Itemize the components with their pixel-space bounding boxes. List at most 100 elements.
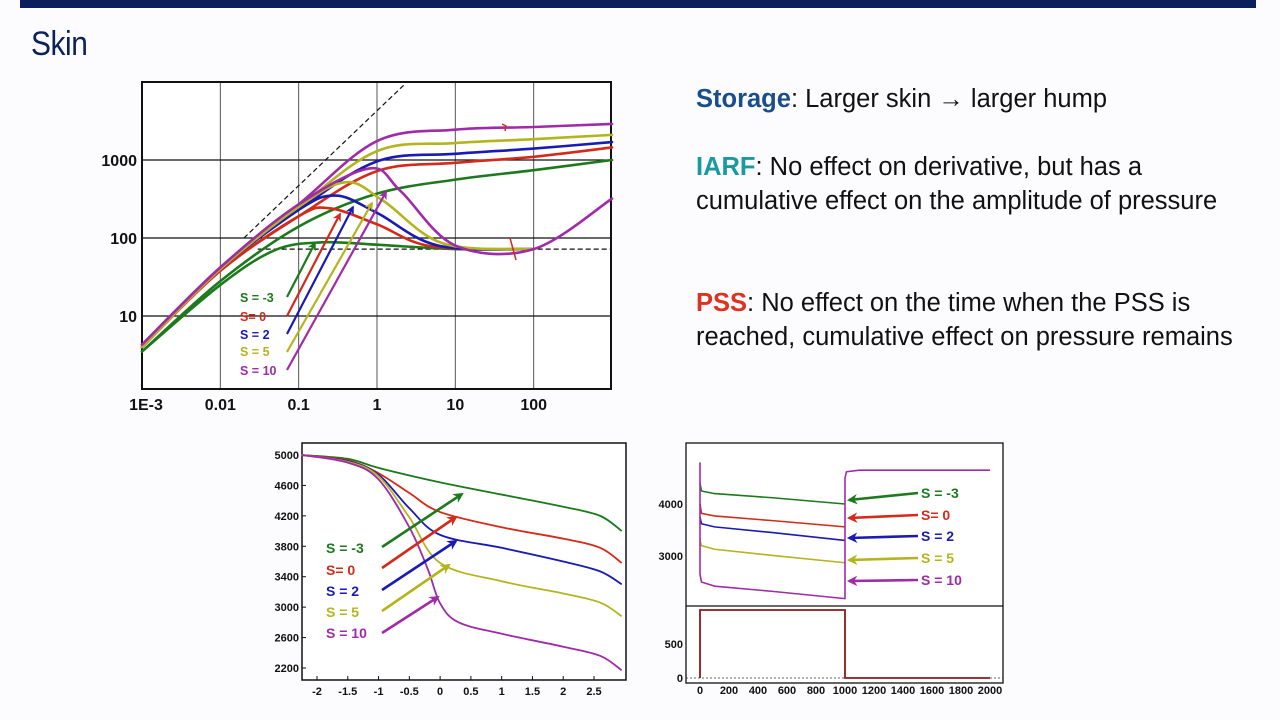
legend-arrow	[846, 491, 919, 505]
y-tick-label: 10	[119, 309, 137, 326]
bullet-pss: PSS: No effect on the time when the PSS …	[696, 286, 1256, 354]
legend-arrow	[846, 554, 919, 565]
legend-label: S = 10	[326, 625, 367, 641]
x-tick-label: 0.1	[288, 397, 310, 414]
semilog-pressure-chart: -2 -1.5 -1 -0.5 0 0.5 1 1.5 2 2.5 5000 4600 4200 3800…	[275, 442, 627, 698]
annotation-mark	[509, 237, 517, 261]
legend-label: S = 10	[240, 364, 277, 378]
pressure-history-curve	[699, 540, 846, 564]
x-tick-label: 1800	[949, 685, 973, 697]
pressure-curve	[301, 454, 623, 618]
y-tick-label: 2600	[275, 633, 299, 645]
y-tick-label: 2200	[275, 663, 299, 675]
pressure-curve	[140, 158, 614, 353]
x-tick-label: 0.01	[205, 397, 236, 414]
legend-arrow	[846, 575, 919, 587]
legend-arrow	[381, 539, 458, 592]
slide-title: Skin	[31, 25, 88, 63]
pressure-curve	[301, 454, 623, 672]
unit-slope-line	[243, 83, 406, 239]
rate-history-curve	[699, 609, 990, 679]
derivative-curve	[140, 166, 614, 346]
legend-label: S = -3	[326, 540, 364, 556]
x-tick-label: 0	[697, 685, 703, 697]
bullet-key: Storage	[696, 85, 791, 113]
bullet-key: IARF	[696, 153, 756, 181]
loglog-derivative-chart: 1E-3 0.01 0.1 1 10 100 10 100 1000 S = -3 S= 0 S = …	[101, 81, 614, 414]
pressure-history-curve	[699, 483, 846, 505]
top-accent-bar	[20, 0, 1256, 8]
x-tick-label: 400	[749, 685, 767, 697]
legend-arrow	[381, 515, 458, 570]
x-tick-label: 1600	[920, 685, 944, 697]
legend-label: S = -3	[240, 291, 274, 305]
x-tick-label: 1E-3	[129, 397, 163, 414]
bullet-text: : No effect on derivative, but has a cum…	[696, 153, 1218, 215]
bullet-text: : Larger skin → larger hump	[790, 85, 1108, 113]
legend-label: S = 5	[326, 604, 359, 620]
bullet-storage: Storage: Larger skin → larger hump	[696, 82, 1107, 116]
y-tick-label: 1000	[101, 153, 137, 170]
legend-arrow	[381, 595, 440, 635]
legend-arrow	[286, 190, 387, 371]
pressure-history-curve	[699, 503, 846, 528]
legend-label: S= 0	[326, 562, 355, 578]
y-tick-label: 3000	[659, 551, 683, 563]
legend-arrow	[381, 492, 464, 549]
plot-frame	[141, 81, 612, 390]
legend-label: S = -3	[921, 485, 959, 501]
x-tick-label: 200	[720, 685, 738, 697]
bullet-iarf: IARF: No effect on derivative, but has a…	[696, 150, 1256, 218]
pressure-history-curve	[699, 462, 990, 600]
y-tick-label: 0	[677, 673, 683, 685]
history-chart: 0 200 400 600 800 1000 1200 1400 1600 1800 2000 400…	[659, 442, 1004, 697]
x-tick-label: 2.5	[586, 686, 601, 698]
x-tick-label: -0.5	[400, 686, 419, 698]
legend-label: S = 2	[921, 528, 954, 544]
legend-arrow	[846, 532, 919, 543]
x-tick-label: 1200	[862, 685, 886, 697]
y-tick-label: 3000	[275, 602, 299, 614]
legend-arrow	[286, 212, 341, 317]
legend-label: S= 0	[240, 310, 266, 324]
legend-label: S= 0	[921, 507, 950, 523]
x-tick-label: 2	[560, 686, 566, 698]
annotation-mark	[501, 123, 507, 132]
y-tick-label: 100	[110, 231, 137, 248]
legend-arrow	[381, 563, 451, 613]
y-tick-label: 4000	[659, 499, 683, 511]
bullet-text: : No effect on the time when the PSS is …	[696, 289, 1233, 351]
x-tick-label: 0	[437, 686, 443, 698]
y-tick-label: 3400	[275, 572, 299, 584]
legend-label: S = 2	[240, 328, 270, 342]
legend-label: S = 2	[326, 583, 359, 599]
legend-arrow	[286, 205, 354, 335]
y-tick-label: 4200	[275, 511, 299, 523]
plot-frame	[301, 442, 627, 681]
pressure-curve	[301, 454, 623, 532]
x-tick-label: 1000	[833, 685, 857, 697]
legend-label: S = 10	[921, 572, 962, 588]
legend-label: S = 5	[240, 345, 270, 359]
x-tick-label: 10	[446, 397, 464, 414]
x-tick-label: 1	[499, 686, 505, 698]
x-tick-label: -1	[374, 686, 384, 698]
legend-label: S = 5	[921, 550, 954, 566]
x-tick-label: 1	[373, 397, 382, 414]
pressure-history-curve	[699, 516, 846, 542]
bullet-key: PSS	[696, 289, 748, 317]
x-tick-label: 2000	[978, 685, 1002, 697]
y-tick-label: 4600	[275, 480, 299, 492]
x-tick-label: 100	[520, 397, 547, 414]
y-tick-label: 3800	[275, 541, 299, 553]
x-tick-label: 800	[807, 685, 825, 697]
y-tick-label: 500	[665, 639, 683, 651]
x-tick-label: 1.5	[525, 686, 540, 698]
legend-arrow	[286, 201, 373, 353]
x-tick-label: 1400	[891, 685, 915, 697]
legend-arrow	[286, 241, 316, 298]
x-tick-label: -2	[312, 686, 322, 698]
legend-arrow	[846, 512, 919, 523]
y-tick-label: 5000	[275, 450, 299, 462]
